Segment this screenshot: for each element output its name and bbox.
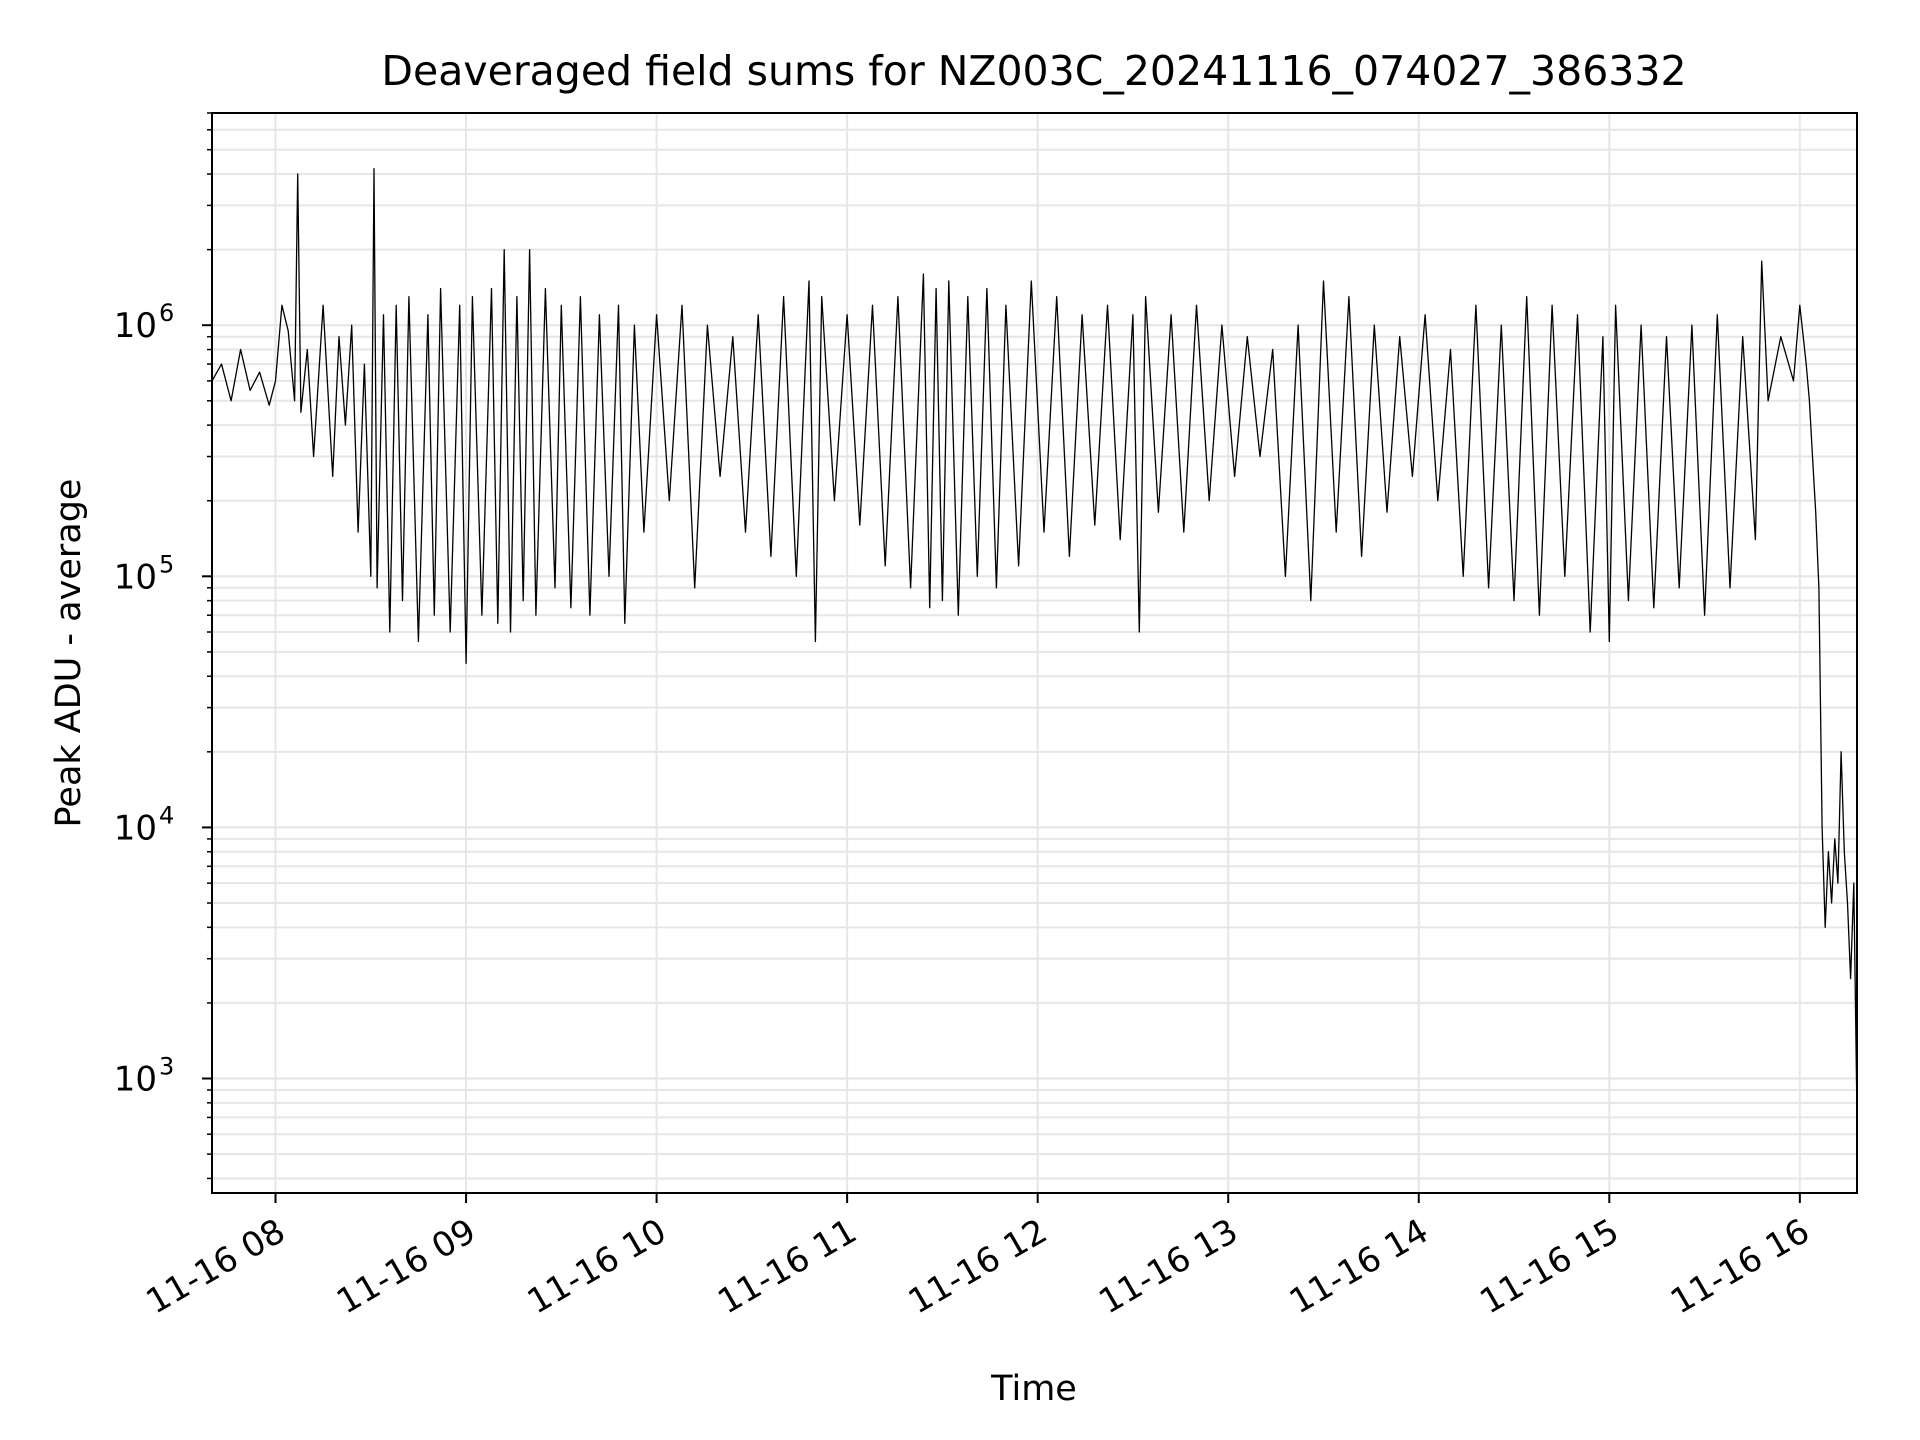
- grid-lines: [212, 112, 1857, 1193]
- x-tick-label: 11-16 16: [1664, 1211, 1816, 1322]
- y-tick-label: 10: [114, 1060, 157, 1100]
- y-tick-label: 10: [114, 557, 157, 597]
- x-tick-label: 11-16 13: [1092, 1211, 1244, 1322]
- series-layer: [211, 168, 1858, 1118]
- x-tick-label: 11-16 15: [1473, 1211, 1625, 1322]
- chart-title: Deaveraged field sums for NZ003C_2024111…: [381, 47, 1686, 95]
- x-axis-ticks: 11-16 08 11-16 09 11-16 10 11-16 11 11-16 12…: [140, 1193, 1816, 1322]
- plot-frame: [211, 112, 1858, 1194]
- y-tick-label: 10: [114, 306, 157, 346]
- y-tick-label: 10: [114, 808, 157, 848]
- y-axis-label: Peak ADU - average: [49, 479, 89, 828]
- y-tick-exponent: 6: [159, 299, 174, 327]
- x-axis-label: Time: [990, 1369, 1077, 1409]
- y-tick-exponent: 4: [159, 801, 174, 829]
- series-line-0: [211, 168, 1858, 1118]
- x-tick-label: 11-16 08: [140, 1211, 292, 1322]
- x-tick-label: 11-16 11: [711, 1211, 863, 1322]
- y-tick-exponent: 3: [159, 1053, 174, 1081]
- x-tick-label: 11-16 14: [1283, 1211, 1435, 1322]
- x-tick-label: 11-16 12: [902, 1211, 1054, 1322]
- x-tick-label: 11-16 09: [330, 1211, 482, 1322]
- y-tick-exponent: 5: [159, 550, 174, 578]
- x-tick-label: 11-16 10: [521, 1211, 673, 1322]
